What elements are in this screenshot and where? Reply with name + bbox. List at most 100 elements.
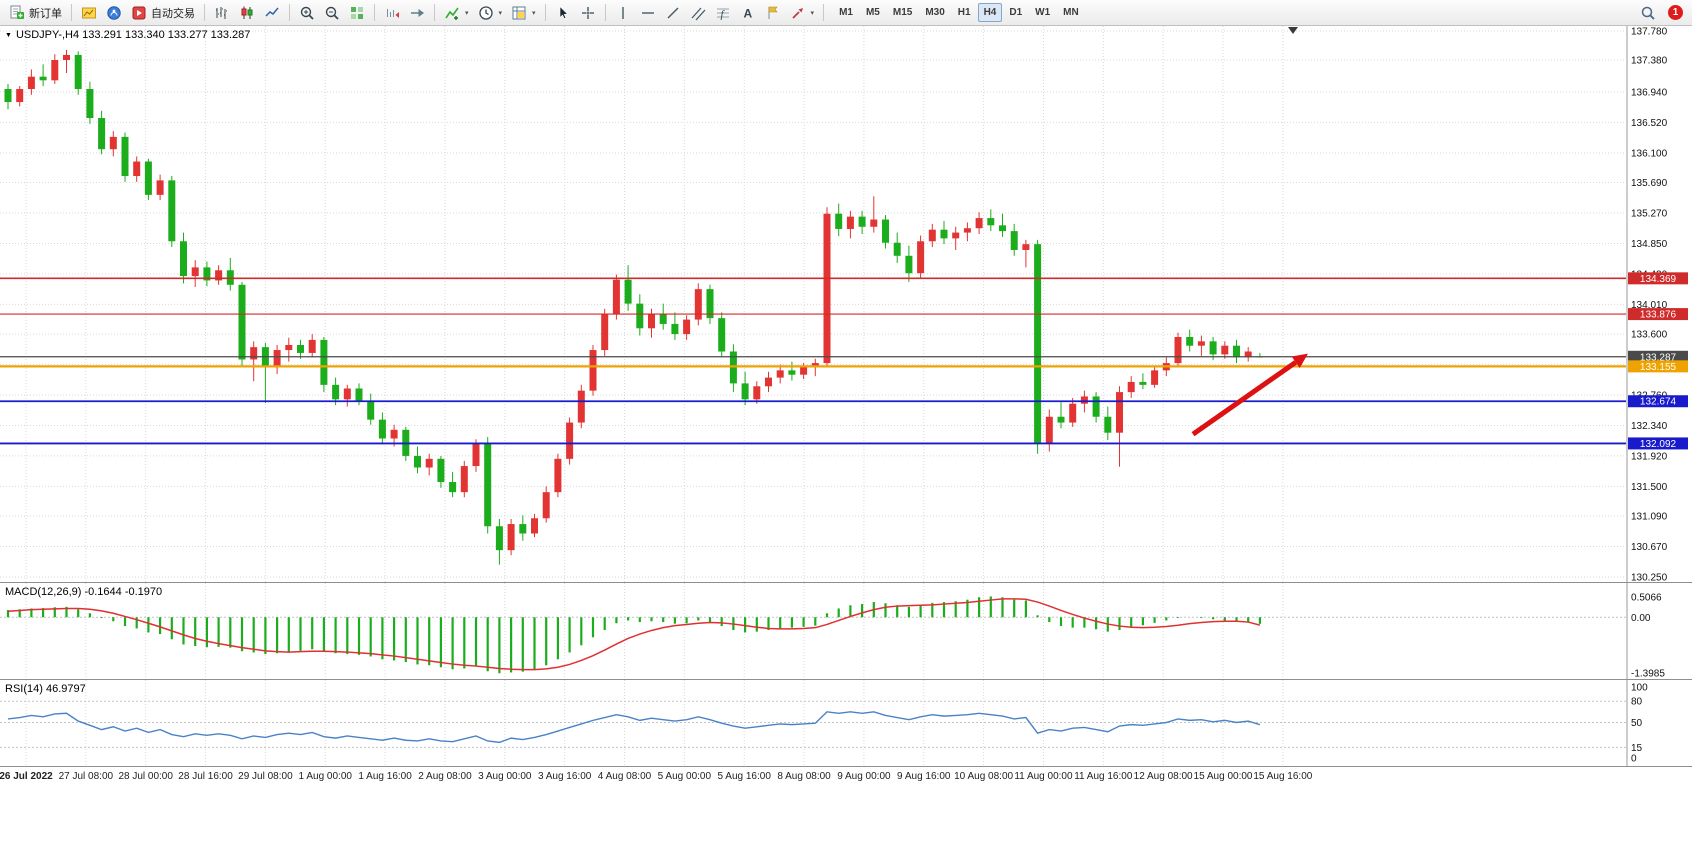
toolbar-separator xyxy=(71,4,72,21)
svg-text:132.340: 132.340 xyxy=(1631,421,1668,432)
crosshair-button[interactable] xyxy=(576,2,600,24)
tf-button-d1[interactable]: D1 xyxy=(1003,3,1028,22)
profiles-icon xyxy=(107,5,121,20)
time-label: 10 Aug 08:00 xyxy=(954,771,1014,782)
svg-text:134.010: 134.010 xyxy=(1631,300,1668,311)
price-chart[interactable]: 137.780 137.380 136.940 136.520 136.100 135.6… xyxy=(0,26,1692,582)
svg-text:133.155: 133.155 xyxy=(1640,362,1677,373)
toolbar-separator xyxy=(544,4,546,21)
svg-text:133.876: 133.876 xyxy=(1640,310,1677,321)
zoom-out-icon xyxy=(325,6,339,20)
time-axis[interactable]: 26 Jul 2022 27 Jul 08:00 28 Jul 00:00 28 Ju… xyxy=(0,767,1692,787)
time-label: 28 Jul 00:00 xyxy=(118,771,173,782)
templates-button[interactable]: ▾ xyxy=(507,2,540,24)
svg-text:133.287: 133.287 xyxy=(1640,352,1677,363)
time-label: 5 Aug 16:00 xyxy=(717,771,771,782)
chart-shift-button[interactable] xyxy=(380,2,404,24)
toolbar-separator xyxy=(604,4,606,21)
tile-windows-icon xyxy=(351,6,363,19)
text-icon: A xyxy=(743,6,752,20)
horizontal-line-button[interactable] xyxy=(636,2,660,24)
cursor-icon xyxy=(559,5,568,19)
toolbar-separator xyxy=(374,4,375,21)
tf-button-m5[interactable]: M5 xyxy=(860,3,886,22)
zoom-out-button[interactable] xyxy=(320,2,344,24)
price-chart-panel: ▼ USDJPY-,H4 133.291 133.340 133.277 133… xyxy=(0,26,1692,583)
time-label: 3 Aug 16:00 xyxy=(537,771,592,782)
rsi-panel: RSI(14) 46.9797 100 80 50 15 0 xyxy=(0,680,1692,767)
collapse-icon[interactable]: ▼ xyxy=(5,31,12,39)
candlestick-type-button[interactable] xyxy=(235,2,259,24)
cursor-button[interactable] xyxy=(551,2,575,24)
toolbar-separator xyxy=(204,4,205,21)
time-label: 8 Aug 08:00 xyxy=(777,771,831,782)
time-label: 4 Aug 08:00 xyxy=(597,771,652,782)
tf-button-mn[interactable]: MN xyxy=(1057,3,1085,22)
arrows-button[interactable]: ▾ xyxy=(786,2,819,24)
macd-chart[interactable]: 0.5066 0.00 -1.3985 xyxy=(0,583,1692,679)
svg-text:f: f xyxy=(720,8,725,20)
tile-windows-button[interactable] xyxy=(345,2,369,24)
svg-text:134.850: 134.850 xyxy=(1631,239,1668,250)
fibonacci-button[interactable]: f xyxy=(711,2,735,24)
profiles-button[interactable] xyxy=(102,2,126,24)
channel-button[interactable] xyxy=(686,2,710,24)
indicators-button[interactable]: ▾ xyxy=(440,2,473,24)
time-label: 9 Aug 16:00 xyxy=(897,771,951,782)
line-chart-type-button[interactable] xyxy=(260,2,284,24)
autotrade-button[interactable]: 自动交易 xyxy=(127,2,199,24)
time-label: 15 Aug 00:00 xyxy=(1193,771,1253,782)
svg-text:80: 80 xyxy=(1631,697,1643,708)
svg-text:136.940: 136.940 xyxy=(1631,87,1668,98)
zoom-in-icon xyxy=(300,6,314,20)
svg-text:134.369: 134.369 xyxy=(1640,274,1677,285)
new-order-label: 新订单 xyxy=(29,7,62,20)
fibonacci-icon: f xyxy=(716,8,729,20)
channel-icon xyxy=(691,7,706,20)
tf-button-w1[interactable]: W1 xyxy=(1029,3,1056,22)
svg-text:136.100: 136.100 xyxy=(1631,148,1668,159)
notification-badge[interactable]: 1 xyxy=(1668,5,1683,20)
rsi-label: RSI(14) 46.9797 xyxy=(5,683,86,695)
tf-button-m30[interactable]: M30 xyxy=(919,3,950,22)
tf-button-h1[interactable]: H1 xyxy=(952,3,977,22)
svg-text:131.090: 131.090 xyxy=(1631,512,1668,523)
time-label: 1 Aug 00:00 xyxy=(298,771,352,782)
toolbar: 新订单 自动交易 xyxy=(0,0,1692,26)
time-label: 28 Jul 16:00 xyxy=(178,771,233,782)
tf-button-m1[interactable]: M1 xyxy=(833,3,859,22)
time-label: 1 Aug 16:00 xyxy=(358,771,412,782)
trendline-button[interactable] xyxy=(661,2,685,24)
time-label: 29 Jul 08:00 xyxy=(238,771,293,782)
tf-button-h4[interactable]: H4 xyxy=(977,3,1003,22)
time-label: 3 Aug 00:00 xyxy=(478,771,532,782)
chevron-down-icon: ▾ xyxy=(465,9,469,17)
new-order-button[interactable]: 新订单 xyxy=(5,2,66,24)
trendline-icon xyxy=(667,7,679,18)
auto-scroll-button[interactable] xyxy=(405,2,429,24)
chart-ohlc-text: USDJPY-,H4 133.291 133.340 133.277 133.2… xyxy=(15,29,251,41)
label-button[interactable] xyxy=(761,2,785,24)
tf-button-m15[interactable]: M15 xyxy=(887,3,918,22)
svg-text:100: 100 xyxy=(1631,683,1648,694)
svg-text:136.520: 136.520 xyxy=(1631,118,1668,129)
annotation-arrow xyxy=(1191,360,1298,437)
search-button[interactable] xyxy=(1636,2,1660,24)
text-button[interactable]: A xyxy=(736,2,760,24)
bar-chart-type-button[interactable] xyxy=(210,2,234,24)
charts-button[interactable] xyxy=(77,2,101,24)
timeframe-group: M1 M5 M15 M30 H1 H4 D1 W1 MN xyxy=(833,3,1085,22)
periods-button[interactable]: ▾ xyxy=(474,2,507,24)
svg-text:131.920: 131.920 xyxy=(1631,451,1668,462)
zoom-in-button[interactable] xyxy=(295,2,319,24)
indicators-icon xyxy=(445,7,459,20)
time-label: 26 Jul 2022 xyxy=(0,771,53,782)
crosshair-icon xyxy=(581,6,594,19)
time-label: 15 Aug 16:00 xyxy=(1253,771,1313,782)
chevron-down-icon: ▾ xyxy=(810,9,815,17)
svg-text:0: 0 xyxy=(1631,754,1637,765)
rsi-chart[interactable]: 100 80 50 150 xyxy=(0,680,1692,766)
vertical-line-button[interactable] xyxy=(611,2,635,24)
candlestick-type-icon xyxy=(241,6,253,19)
